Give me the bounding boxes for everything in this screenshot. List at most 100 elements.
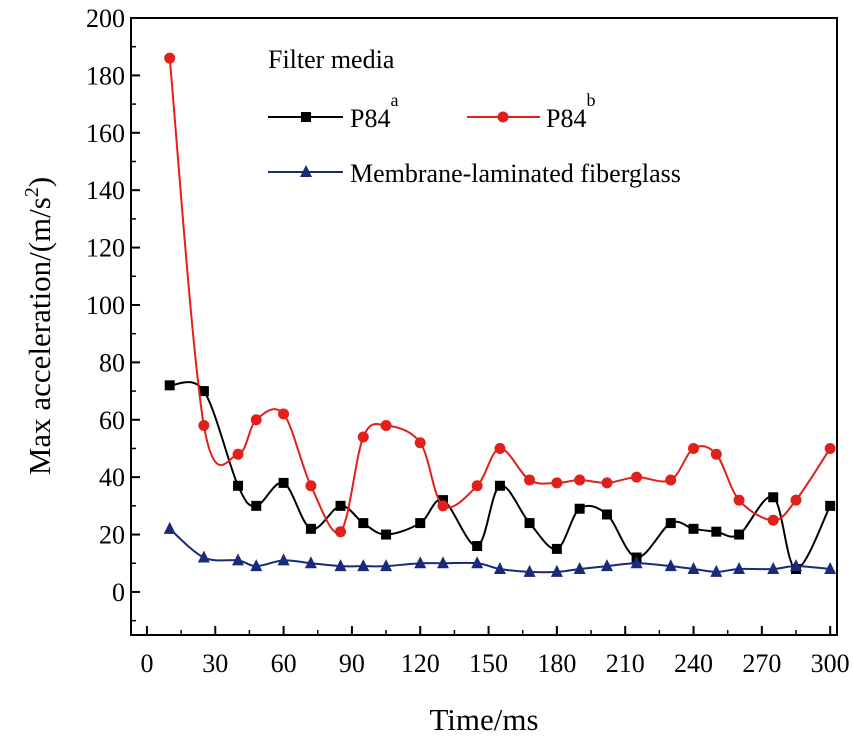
data-point (380, 420, 392, 432)
data-point (687, 561, 700, 574)
data-point (198, 420, 210, 432)
y-axis-title-main: Max acceleration/(m/s (22, 197, 57, 475)
data-point (524, 474, 536, 486)
data-point (551, 543, 562, 554)
y-axis-title: Max acceleration/(m/s2) (21, 177, 57, 475)
data-point (733, 561, 746, 574)
plot-frame (130, 17, 838, 636)
data-point (232, 448, 244, 460)
y-tick-label: 160 (86, 119, 125, 148)
data-point (631, 471, 643, 483)
data-point (357, 431, 369, 443)
data-point (824, 442, 836, 454)
data-point (665, 474, 677, 486)
x-tick-label: 210 (606, 649, 645, 678)
series-1 (164, 52, 836, 538)
legend-label-p84b-sup: b (586, 90, 595, 110)
data-point (250, 559, 263, 572)
data-point (278, 477, 289, 488)
data-point (767, 561, 780, 574)
y-tick-label: 20 (99, 521, 125, 550)
data-point (335, 500, 346, 511)
data-point (524, 518, 535, 529)
data-point (493, 561, 506, 574)
data-point (767, 514, 779, 526)
data-point (630, 556, 643, 569)
data-point (233, 480, 244, 491)
y-axis-title-superscript: 2 (21, 187, 43, 197)
data-point (357, 559, 370, 572)
data-point (523, 564, 536, 577)
data-point (471, 480, 483, 492)
data-point (711, 526, 722, 537)
legend-marker-triangle-icon (300, 165, 312, 177)
data-point (232, 553, 245, 566)
series-0 (164, 380, 836, 574)
data-point (251, 500, 262, 511)
legend: Filter media P84a P84b Membrane-laminate… (268, 45, 681, 188)
data-point (825, 500, 836, 511)
data-point (197, 550, 210, 563)
data-point (334, 559, 347, 572)
data-point (304, 556, 317, 569)
y-tick-label: 140 (86, 176, 125, 205)
data-point (164, 380, 175, 391)
legend-item-p84b: P84b (467, 90, 595, 133)
data-point (305, 523, 316, 534)
x-tick-label: 30 (202, 649, 228, 678)
y-tick-label: 0 (112, 578, 125, 607)
data-point (163, 521, 176, 534)
x-tick-label: 120 (401, 649, 440, 678)
y-tick-label: 100 (86, 291, 125, 320)
data-point (471, 556, 484, 569)
data-point (335, 526, 347, 538)
data-point (414, 437, 426, 449)
data-point (277, 553, 290, 566)
legend-item-membrane: Membrane-laminated fiberglass (268, 159, 681, 188)
data-point (278, 408, 290, 420)
data-point (494, 480, 505, 491)
data-point (550, 564, 563, 577)
data-point (574, 503, 585, 514)
data-point (164, 52, 176, 64)
y-tick-label: 40 (99, 463, 125, 492)
data-point (198, 386, 209, 397)
x-tick-label: 0 (140, 649, 153, 678)
y-tick-label: 200 (86, 4, 125, 33)
x-tick-label: 90 (339, 649, 365, 678)
y-tick-label: 120 (86, 234, 125, 263)
data-point (734, 529, 745, 540)
series-2 (163, 521, 837, 577)
x-tick-label: 150 (469, 649, 508, 678)
y-axis: 0 20 40 60 80 100 120 140 160 180 200 (86, 4, 140, 622)
data-point (710, 448, 722, 460)
series-line (168, 58, 832, 534)
y-tick-label: 80 (99, 348, 125, 377)
data-point (494, 442, 506, 454)
legend-marker-circle-icon (497, 111, 509, 123)
legend-item-p84a: P84a (268, 90, 398, 133)
legend-label-p84b-name: P84 (546, 104, 586, 133)
data-point (574, 474, 586, 486)
legend-label-p84b: P84b (546, 90, 595, 133)
legend-label-membrane: Membrane-laminated fiberglass (350, 159, 681, 188)
data-point (824, 561, 837, 574)
data-point (790, 559, 803, 572)
data-point (437, 556, 450, 569)
x-axis-title: Time/ms (429, 702, 538, 737)
data-point (665, 518, 676, 529)
data-point (358, 518, 369, 529)
x-tick-label: 60 (271, 649, 297, 678)
legend-title: Filter media (268, 45, 395, 74)
data-point (601, 477, 613, 489)
data-point (601, 509, 612, 520)
data-point (664, 559, 677, 572)
data-point (438, 495, 449, 506)
data-point (551, 477, 563, 489)
data-point (437, 500, 449, 512)
x-tick-label: 180 (537, 649, 576, 678)
x-tick-label: 270 (742, 649, 781, 678)
data-point (573, 561, 586, 574)
data-point (768, 492, 779, 503)
x-tick-label: 300 (811, 649, 850, 678)
